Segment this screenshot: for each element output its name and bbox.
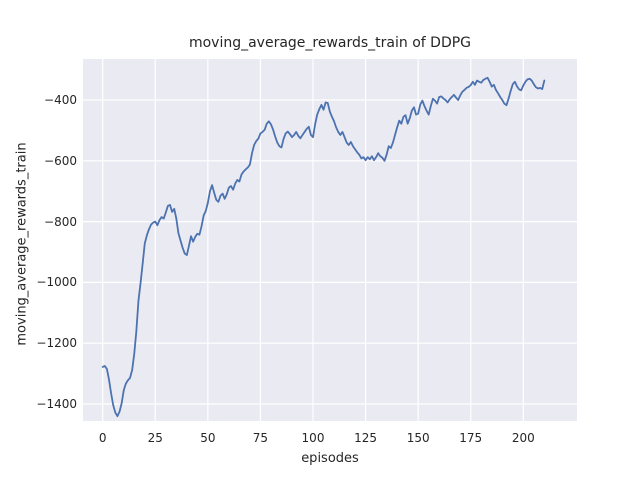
chart-title: moving_average_rewards_train of DDPG [188,35,472,51]
x-tick-label: 175 [459,431,483,445]
y-tick-label: −800 [44,214,77,229]
y-tick-label: −600 [44,153,77,168]
y-tick-label: −1000 [36,275,77,290]
x-tick-label: 200 [511,431,535,445]
x-tick-label: 50 [200,431,216,445]
x-tick-label: 25 [147,431,163,445]
y-tick-label: −1400 [36,397,77,411]
x-axis-label: episodes [301,451,359,466]
data-line [101,76,546,418]
x-tick-label: 100 [301,431,325,445]
x-tick-label: 0 [98,431,107,445]
x-tick-label: 150 [406,431,430,445]
y-tick-label: −400 [44,93,77,107]
plot-area [83,59,577,421]
x-tick-label: 75 [252,431,269,445]
y-tick-label: −1200 [36,336,77,351]
chart-svg [83,59,577,421]
x-tick-label: 125 [354,431,378,445]
